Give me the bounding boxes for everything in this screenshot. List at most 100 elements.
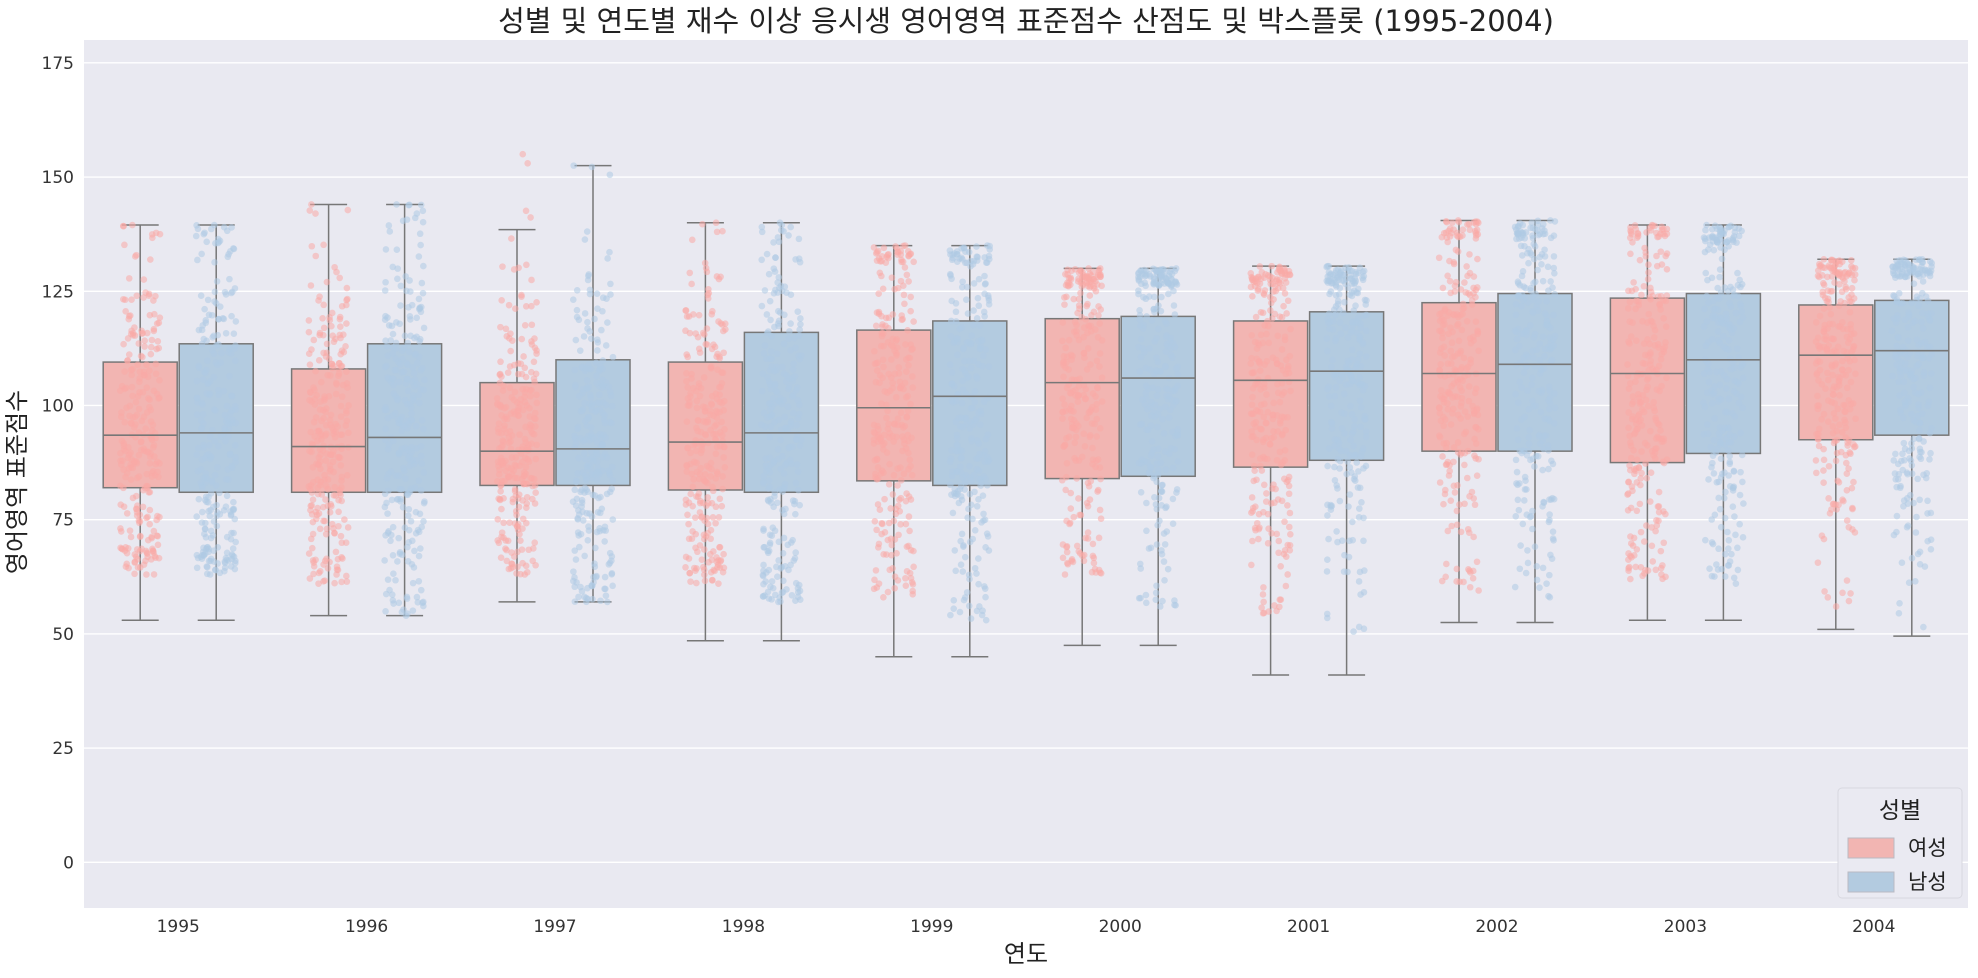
data-point: [758, 223, 766, 231]
data-point: [381, 490, 389, 498]
data-point: [981, 272, 988, 280]
data-point: [1663, 250, 1671, 257]
data-point: [1646, 340, 1653, 348]
data-point: [1644, 402, 1652, 410]
data-point: [584, 488, 591, 496]
data-point: [144, 550, 151, 557]
data-point: [601, 411, 608, 419]
data-point: [1257, 308, 1265, 316]
y-tick-label: 100: [42, 396, 74, 416]
data-point: [1065, 433, 1073, 441]
data-point: [319, 315, 326, 322]
data-point: [984, 481, 991, 489]
data-point: [790, 360, 797, 368]
data-point: [1663, 230, 1671, 238]
data-point: [1152, 596, 1160, 603]
data-point: [123, 560, 131, 568]
data-point: [209, 427, 216, 434]
data-point: [512, 305, 519, 313]
data-point: [1532, 290, 1539, 298]
data-point: [211, 566, 219, 574]
data-point: [1525, 447, 1533, 455]
data-point: [199, 376, 207, 384]
data-point: [776, 309, 784, 316]
data-point: [888, 274, 896, 281]
data-point: [1342, 264, 1349, 271]
data-point: [879, 520, 886, 528]
data-point: [154, 458, 161, 466]
data-point: [308, 346, 315, 353]
data-point: [508, 549, 515, 556]
data-point: [872, 250, 880, 257]
data-point: [1627, 533, 1634, 540]
data-point: [1090, 275, 1097, 283]
data-point: [962, 479, 969, 486]
data-point: [778, 221, 786, 229]
data-point: [389, 330, 397, 338]
data-point: [714, 366, 721, 373]
data-point: [1549, 528, 1557, 535]
data-point: [1355, 623, 1363, 631]
data-point: [763, 355, 770, 362]
data-point: [897, 521, 904, 528]
data-point: [530, 358, 538, 366]
data-point: [684, 511, 691, 519]
data-point: [771, 527, 779, 535]
data-point: [1092, 326, 1099, 333]
data-point: [125, 451, 133, 458]
data-point: [506, 363, 514, 370]
data-point: [405, 201, 412, 209]
data-point: [903, 413, 911, 421]
data-point: [1822, 385, 1829, 392]
data-point: [1457, 415, 1465, 422]
data-point: [1524, 559, 1532, 567]
data-point: [714, 563, 721, 571]
data-point: [498, 373, 505, 380]
data-point: [1153, 582, 1160, 590]
data-point: [494, 478, 501, 485]
data-point: [976, 322, 984, 329]
data-point: [608, 553, 616, 560]
data-point: [1136, 368, 1144, 375]
data-point: [1263, 330, 1270, 338]
data-point: [1281, 290, 1289, 297]
data-point: [974, 294, 982, 302]
data-point: [965, 248, 973, 256]
data-point: [321, 577, 329, 584]
data-point: [1652, 566, 1660, 574]
data-point: [149, 421, 157, 429]
data-point: [768, 348, 775, 355]
data-point: [1262, 498, 1270, 505]
data-point: [1540, 499, 1548, 506]
data-point: [526, 404, 533, 412]
data-point: [1059, 359, 1067, 367]
data-point: [508, 465, 515, 472]
data-point: [1541, 227, 1548, 234]
data-point: [528, 440, 535, 447]
data-point: [320, 241, 327, 249]
data-point: [1835, 302, 1843, 309]
data-point: [1444, 312, 1452, 319]
data-point: [971, 388, 979, 395]
data-point: [150, 325, 158, 333]
data-point: [947, 317, 955, 325]
data-point: [1445, 227, 1452, 235]
data-point: [982, 346, 989, 353]
data-point: [1826, 303, 1834, 311]
data-point: [593, 450, 601, 457]
data-point: [901, 264, 909, 271]
data-point: [325, 355, 333, 363]
data-point: [1637, 481, 1644, 489]
data-point: [785, 232, 792, 239]
data-point: [232, 357, 239, 365]
data-point: [1171, 343, 1179, 351]
data-point: [155, 344, 163, 352]
data-point: [123, 510, 131, 517]
data-point: [891, 347, 898, 354]
data-point: [1703, 318, 1711, 325]
data-point: [1512, 513, 1520, 520]
data-point: [1651, 449, 1659, 456]
data-point: [154, 532, 161, 540]
data-point: [308, 544, 316, 552]
data-point: [902, 582, 910, 589]
